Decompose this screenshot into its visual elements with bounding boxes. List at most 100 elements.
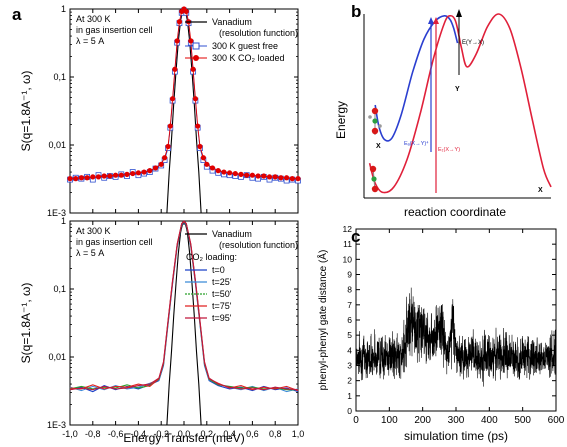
- data-point: [200, 155, 206, 161]
- x-tick-label: 0,4: [223, 429, 236, 439]
- data-point: [95, 174, 102, 180]
- legend: Vanadium (resolution function) CO₂ loadi…: [185, 229, 298, 323]
- data-point: [192, 96, 198, 102]
- oxygen-atom: [371, 185, 379, 193]
- y-tick-label: 1: [347, 391, 352, 401]
- energy-curve-blue: [374, 14, 459, 142]
- x-tick-label: 200: [414, 415, 431, 426]
- series-line: [69, 220, 299, 391]
- panel-a-bottom-chart: 1E-3 0,01 0,1 1 -1,0 -0,8 -0,6 -0,4 -0,2 0,0 0,2 0…: [19, 216, 304, 445]
- co2-molecule-upper: [368, 107, 382, 135]
- data-point: [141, 169, 147, 175]
- data-point: [244, 172, 250, 178]
- data-point: [67, 176, 73, 182]
- data-point: [167, 123, 173, 129]
- y-axis-label: Energy: [334, 101, 348, 139]
- x-tick-label: 600: [548, 415, 565, 426]
- data-point: [188, 38, 194, 44]
- label-e-yx: E(Y→X): [462, 40, 484, 46]
- data-point: [195, 123, 201, 129]
- y-tick-label: 0,1: [53, 72, 66, 82]
- y-tick-label: 1E-3: [47, 420, 66, 430]
- data-point: [158, 161, 164, 167]
- label-e-blue: Eₐ(X→Y)⁴: [404, 140, 429, 147]
- data-point: [295, 176, 301, 182]
- data-point: [135, 170, 141, 176]
- y-tick-label: 4: [347, 345, 352, 355]
- data-point: [78, 175, 84, 181]
- panel-b-energy-diagram: Energy reaction coordinate E(Y→X) Eₐ(X→Y…: [334, 9, 552, 219]
- legend-label: t=95': [212, 313, 232, 323]
- y-tick-label: 3: [347, 361, 352, 371]
- legend-marker-circle: [193, 55, 199, 61]
- data-point: [284, 175, 290, 181]
- panel-a-top-chart: 1E-3 0,01 0,1 1 S(q=1.8A⁻¹, ω) At 300 K in …: [19, 4, 301, 218]
- atom-grey: [378, 124, 382, 128]
- x-tick-label: 0: [353, 415, 359, 426]
- annotation-line-1: At 300 K: [76, 226, 111, 236]
- oxygen-atom: [371, 107, 379, 115]
- data-point: [255, 173, 261, 179]
- y-tick-label: 9: [347, 270, 352, 280]
- co2-molecule-lower: [369, 165, 379, 193]
- data-point: [73, 176, 79, 182]
- legend-label: 300 K guest free: [212, 41, 278, 51]
- label-e-red: E₁(X→Y): [438, 147, 460, 153]
- data-point: [165, 143, 171, 150]
- data-point: [107, 173, 113, 179]
- data-point: [197, 143, 203, 150]
- x-tick-label: 0,0: [178, 429, 191, 439]
- y-tick-label: 6: [347, 315, 352, 325]
- data-point: [130, 170, 136, 177]
- annotation-line-3: λ = 5 A: [76, 248, 104, 258]
- y-tick-label: 1: [61, 216, 66, 226]
- legend-label: Vanadium: [212, 229, 252, 239]
- y-tick-label: 10: [343, 254, 353, 264]
- data-point: [190, 66, 196, 72]
- legend-title: CO₂ loading:: [186, 252, 237, 262]
- legend-label: (resolution function): [219, 240, 298, 250]
- data-point: [249, 172, 255, 178]
- y-tick-label: 11: [343, 239, 352, 249]
- data-point: [174, 38, 180, 44]
- data-point: [176, 19, 183, 25]
- atom-grey: [368, 115, 372, 119]
- panel-label-b: b: [351, 2, 361, 21]
- y-tick-label: 1: [61, 4, 66, 14]
- x-axis-label: reaction coordinate: [404, 205, 506, 219]
- legend-label: (resolution function): [219, 28, 298, 38]
- data-point: [209, 165, 216, 171]
- data-point: [152, 165, 159, 171]
- legend-label: t=75': [212, 301, 232, 311]
- x-tick-label: -0,6: [108, 429, 124, 439]
- y-tick-label: 0,1: [53, 284, 66, 294]
- legend: Vanadium (resolution function) 300 K gue…: [185, 17, 298, 63]
- x-tick-label: -0,2: [153, 429, 169, 439]
- y-tick-label: 2: [347, 376, 352, 386]
- data-point: [204, 161, 210, 167]
- x-tick-label: 400: [481, 415, 498, 426]
- data-point: [238, 171, 244, 177]
- x-tick-label: 1,0: [292, 429, 305, 439]
- data-point: [227, 170, 233, 176]
- y-tick-label: 0: [347, 406, 352, 416]
- data-point: [162, 155, 168, 161]
- legend-label: Vanadium: [212, 17, 252, 27]
- data-point: [118, 172, 124, 178]
- x-tick-label: 0,8: [269, 429, 282, 439]
- y-tick-label: 0,01: [48, 352, 66, 362]
- x-tick-label: 0,2: [201, 429, 214, 439]
- label-y: Y: [455, 86, 460, 93]
- x-tick-label: -0,4: [131, 429, 147, 439]
- carbon-atom: [372, 118, 378, 124]
- data-point: [266, 174, 273, 180]
- y-axis-label: S(q=1.8A⁻¹, ω): [19, 283, 33, 364]
- annotation-line-3: λ = 5 A: [76, 36, 104, 46]
- data-point: [113, 172, 119, 178]
- legend-marker-square: [192, 42, 200, 50]
- x-axis-label: simulation time (ps): [404, 429, 508, 443]
- x-tick-label: 0,6: [246, 429, 259, 439]
- label-x-right: X: [538, 187, 543, 194]
- legend-label: t=25': [212, 277, 232, 287]
